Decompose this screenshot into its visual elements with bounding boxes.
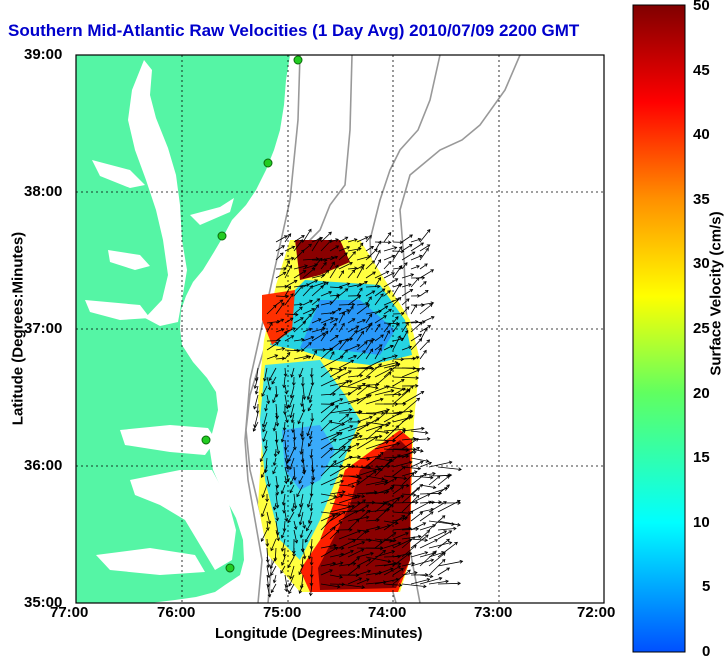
colorbar-tick: 5 xyxy=(702,578,710,595)
radar-station xyxy=(218,232,226,240)
x-tick: 72:00 xyxy=(577,604,615,621)
radar-station xyxy=(294,56,302,64)
x-tick: 73:00 xyxy=(474,604,512,621)
velocity-arrow xyxy=(384,557,400,558)
y-tick: 35:00 xyxy=(24,594,62,611)
colorbar-tick: 0 xyxy=(702,643,710,660)
map-title: Southern Mid-Atlantic Raw Velocities (1 … xyxy=(8,21,579,41)
colorbar xyxy=(633,5,685,652)
x-tick: 76:00 xyxy=(157,604,195,621)
y-tick: 39:00 xyxy=(24,46,62,63)
y-axis-label: Latitude (Degrees:Minutes) xyxy=(10,229,27,429)
colorbar-tick: 40 xyxy=(693,126,710,143)
colorbar-tick: 10 xyxy=(693,514,710,531)
radar-station xyxy=(202,436,210,444)
colorbar-tick: 50 xyxy=(693,0,710,14)
y-tick: 36:00 xyxy=(24,457,62,474)
radar-station xyxy=(226,564,234,572)
x-tick: 74:00 xyxy=(368,604,406,621)
colorbar-label: Surface Velocity (cm/s) xyxy=(708,194,724,394)
x-tick: 75:00 xyxy=(263,604,301,621)
x-axis-label: Longitude (Degrees:Minutes) xyxy=(215,625,423,642)
map-area xyxy=(76,55,604,603)
y-tick: 37:00 xyxy=(24,320,62,337)
colorbar-tick: 45 xyxy=(693,62,710,79)
radar-station xyxy=(264,159,272,167)
colorbar-tick: 15 xyxy=(693,449,710,466)
y-tick: 38:00 xyxy=(24,183,62,200)
